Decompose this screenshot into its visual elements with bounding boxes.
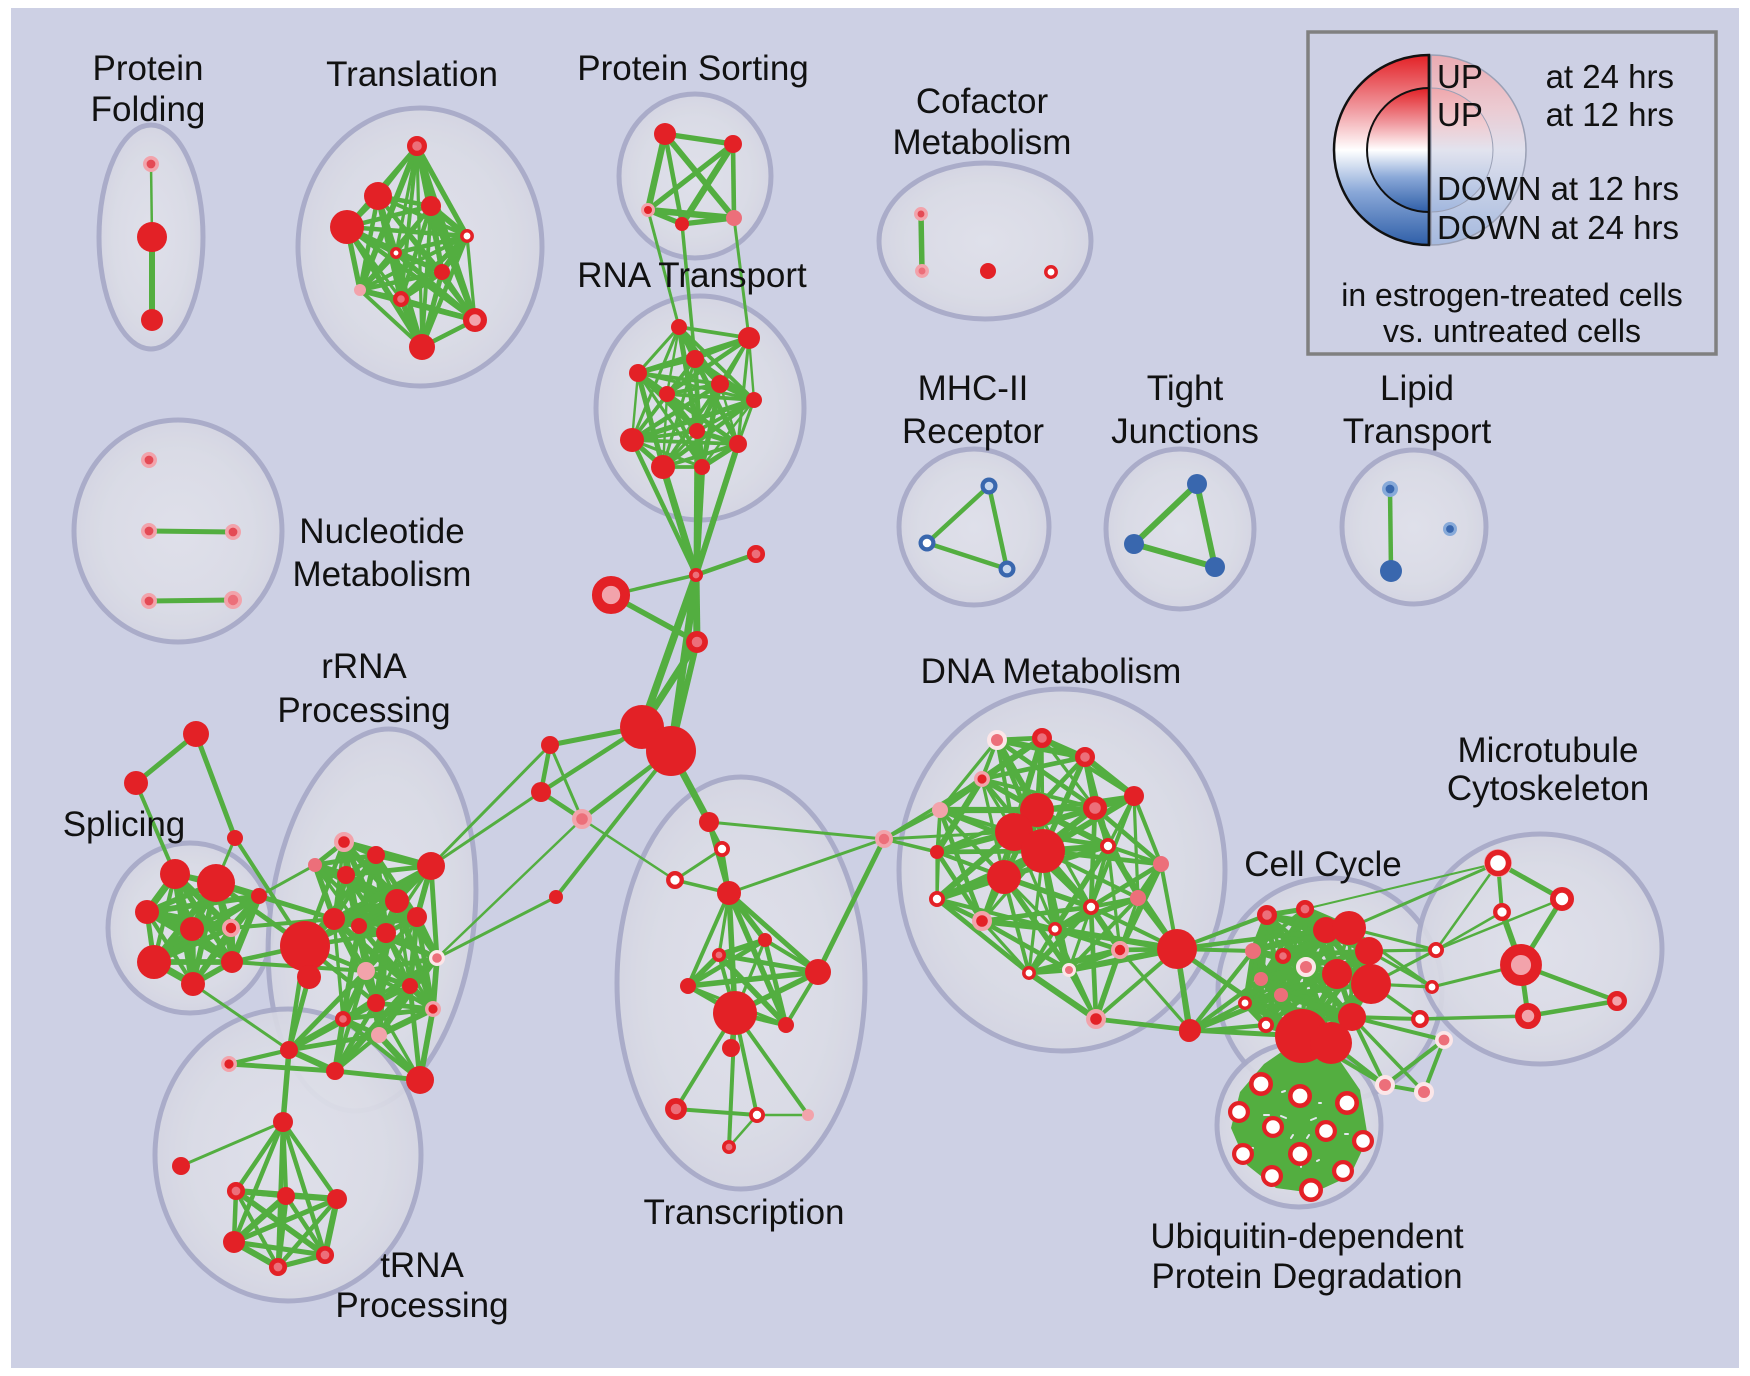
svg-text:tRNA: tRNA <box>380 1246 464 1285</box>
svg-text:RNA Transport: RNA Transport <box>577 256 807 295</box>
svg-text:Metabolism: Metabolism <box>893 123 1072 162</box>
svg-text:rRNA: rRNA <box>321 647 407 686</box>
svg-text:Protein Sorting: Protein Sorting <box>577 49 809 88</box>
svg-text:Splicing: Splicing <box>63 805 186 844</box>
svg-text:Transport: Transport <box>1343 412 1492 451</box>
svg-text:UP: UP <box>1437 96 1483 133</box>
svg-text:Microtubule: Microtubule <box>1458 731 1639 770</box>
svg-text:Protein Degradation: Protein Degradation <box>1151 1257 1462 1296</box>
svg-text:Folding: Folding <box>91 90 206 129</box>
svg-text:Protein: Protein <box>93 49 204 88</box>
svg-text:Cytoskeleton: Cytoskeleton <box>1447 769 1649 808</box>
svg-text:DOWN: DOWN <box>1437 209 1541 246</box>
svg-text:at 24 hrs: at 24 hrs <box>1546 58 1674 95</box>
svg-text:at 24 hrs: at 24 hrs <box>1551 209 1679 246</box>
svg-text:Metabolism: Metabolism <box>293 555 472 594</box>
svg-text:Ubiquitin-dependent: Ubiquitin-dependent <box>1150 1217 1464 1256</box>
svg-text:Cofactor: Cofactor <box>916 82 1049 121</box>
svg-text:Cell Cycle: Cell Cycle <box>1244 845 1402 884</box>
svg-text:Tight: Tight <box>1147 369 1224 408</box>
svg-text:in estrogen-treated cells: in estrogen-treated cells <box>1341 277 1683 313</box>
svg-text:at 12 hrs: at 12 hrs <box>1551 170 1679 207</box>
svg-text:Lipid: Lipid <box>1380 369 1454 408</box>
svg-text:Processing: Processing <box>277 691 450 730</box>
svg-text:Translation: Translation <box>326 55 498 94</box>
svg-text:DOWN: DOWN <box>1437 170 1541 207</box>
svg-text:Nucleotide: Nucleotide <box>299 512 464 551</box>
svg-text:Receptor: Receptor <box>902 412 1044 451</box>
svg-text:DNA Metabolism: DNA Metabolism <box>921 652 1182 691</box>
svg-text:Transcription: Transcription <box>644 1193 845 1232</box>
svg-text:MHC-II: MHC-II <box>918 369 1029 408</box>
svg-text:at 12 hrs: at 12 hrs <box>1546 96 1674 133</box>
svg-text:UP: UP <box>1437 58 1483 95</box>
svg-text:Junctions: Junctions <box>1111 412 1259 451</box>
svg-text:Processing: Processing <box>335 1286 508 1325</box>
svg-text:vs. untreated cells: vs. untreated cells <box>1383 313 1641 349</box>
